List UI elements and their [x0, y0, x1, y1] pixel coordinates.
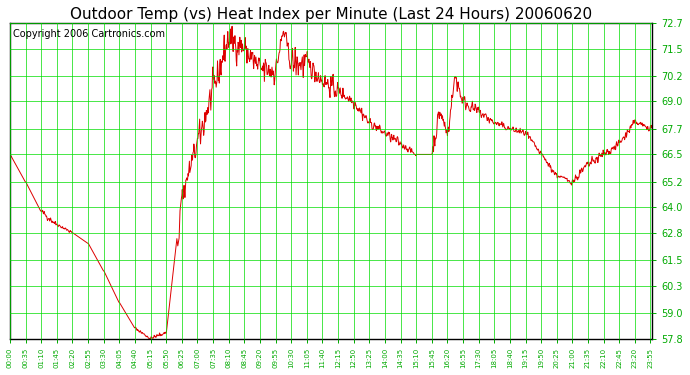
Title: Outdoor Temp (vs) Heat Index per Minute (Last 24 Hours) 20060620: Outdoor Temp (vs) Heat Index per Minute …: [70, 7, 592, 22]
Text: Copyright 2006 Cartronics.com: Copyright 2006 Cartronics.com: [13, 29, 165, 39]
